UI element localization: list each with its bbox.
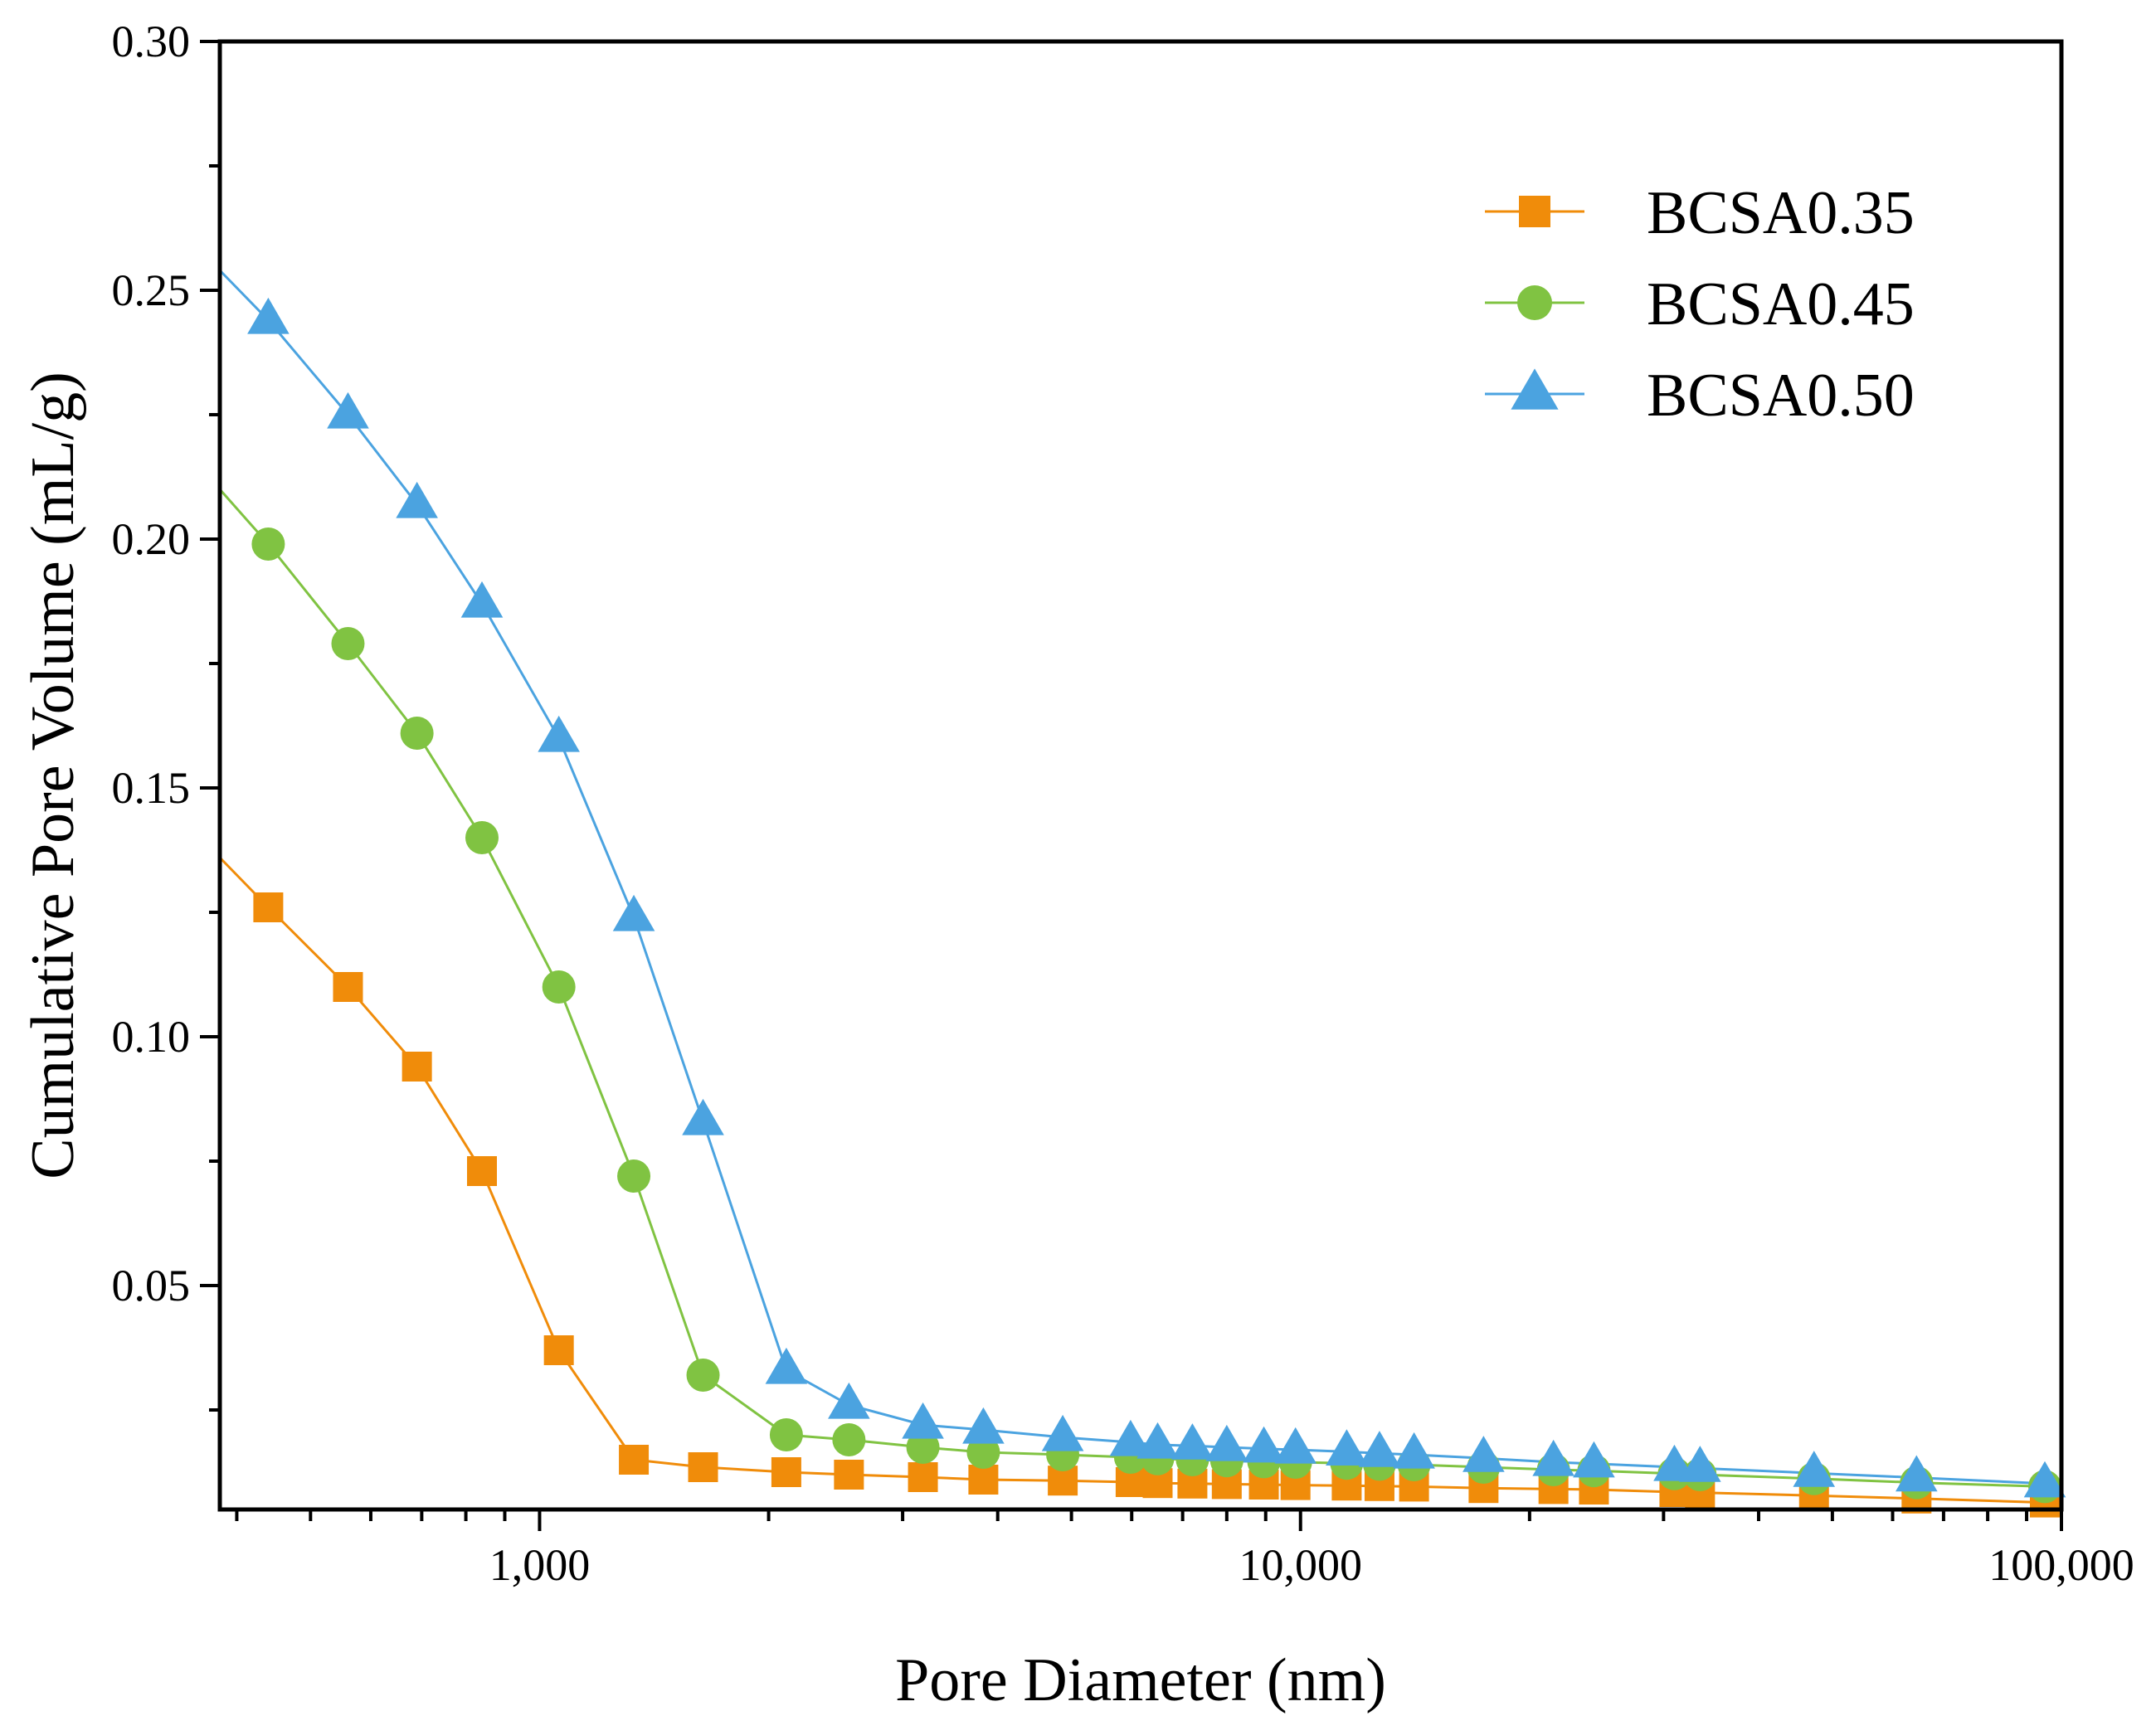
y-tick-label: 0.30 — [112, 17, 191, 66]
data-point-triangle — [1171, 1423, 1214, 1460]
axis-ticks — [200, 40, 2063, 1531]
legend-label: BCSA0.35 — [1647, 179, 1915, 247]
y-tick-label: 0.25 — [112, 265, 191, 315]
data-point-square — [402, 1052, 432, 1082]
data-point-triangle — [1462, 1436, 1505, 1472]
data-point-triangle — [612, 894, 655, 931]
y-tick-label: 0.20 — [112, 514, 191, 564]
series-line-bcsa0-50 — [218, 269, 2062, 1488]
data-point-circle — [966, 1436, 1000, 1469]
data-point-triangle — [1109, 1419, 1152, 1456]
legend-label: BCSA0.45 — [1647, 270, 1915, 338]
data-point-triangle — [1793, 1451, 1836, 1487]
data-point-triangle — [1205, 1424, 1248, 1461]
data-point-triangle — [902, 1402, 944, 1439]
data-point-triangle — [327, 391, 369, 429]
data-point-triangle — [1136, 1422, 1179, 1459]
data-point-triangle — [1326, 1429, 1368, 1466]
data-point-square — [771, 1457, 801, 1487]
data-point-triangle — [1358, 1431, 1401, 1467]
data-point-triangle — [828, 1382, 870, 1419]
x-tick-label: 10,000 — [1239, 1540, 1362, 1590]
y-tick-label: 0.05 — [112, 1261, 191, 1310]
legend-marker-circle — [1517, 285, 1552, 320]
data-point-circle — [542, 970, 576, 1004]
data-point-triangle — [247, 297, 290, 334]
data-point-square — [908, 1462, 938, 1492]
data-point-circle — [906, 1431, 940, 1464]
tick-labels: 1,000 10,000 100,000 0.05 0.10 0.15 0.20 0.25 0.… — [112, 17, 2134, 1590]
legend-label: BCSA0.50 — [1647, 362, 1915, 430]
data-point-circle — [769, 1418, 803, 1451]
x-tick-label: 1,000 — [489, 1540, 591, 1590]
data-point-triangle — [1041, 1414, 1084, 1451]
data-point-triangle — [460, 581, 504, 618]
data-point-triangle — [1896, 1455, 1938, 1492]
y-tick-label: 0.15 — [112, 763, 191, 813]
series-line-bcsa0-45 — [218, 489, 2062, 1490]
data-point-triangle — [538, 715, 580, 752]
data-point-triangle — [1243, 1426, 1285, 1463]
x-axis-title: Pore Diameter (nm) — [895, 1646, 1386, 1714]
legend: BCSA0.35 BCSA0.45 BCSA0.50 — [1485, 179, 1915, 430]
data-point-square — [466, 1156, 497, 1186]
series-layer — [218, 269, 2066, 1518]
data-point-square — [333, 972, 363, 1002]
y-tick-label: 0.10 — [112, 1012, 191, 1062]
data-point-circle — [465, 821, 499, 854]
data-point-square — [834, 1460, 864, 1490]
data-point-triangle — [2023, 1461, 2066, 1498]
data-point-square — [619, 1445, 650, 1475]
data-point-square — [543, 1335, 574, 1365]
data-point-square — [968, 1465, 999, 1495]
data-point-triangle — [682, 1098, 724, 1135]
data-point-triangle — [962, 1407, 1005, 1444]
x-tick-label: 100,000 — [1988, 1540, 2134, 1590]
y-axis-title: Cumulative Pore Volume (mL/g) — [19, 372, 87, 1179]
data-point-square — [253, 892, 284, 922]
data-point-circle — [331, 627, 365, 660]
data-point-triangle — [1274, 1427, 1317, 1464]
data-point-triangle — [1532, 1439, 1574, 1476]
data-point-triangle — [396, 481, 438, 518]
data-point-triangle — [1573, 1441, 1615, 1478]
data-point-triangle — [765, 1347, 808, 1384]
data-point-circle — [686, 1359, 720, 1392]
data-point-triangle — [1393, 1432, 1435, 1469]
legend-marker-triangle — [1511, 368, 1559, 410]
plot-frame — [217, 39, 2064, 1512]
data-point-square — [688, 1452, 718, 1482]
data-point-circle — [251, 527, 285, 561]
data-point-circle — [617, 1159, 651, 1193]
data-point-triangle — [1679, 1446, 1721, 1482]
data-point-circle — [400, 717, 434, 750]
data-point-circle — [832, 1423, 866, 1456]
legend-marker-square — [1519, 196, 1550, 227]
